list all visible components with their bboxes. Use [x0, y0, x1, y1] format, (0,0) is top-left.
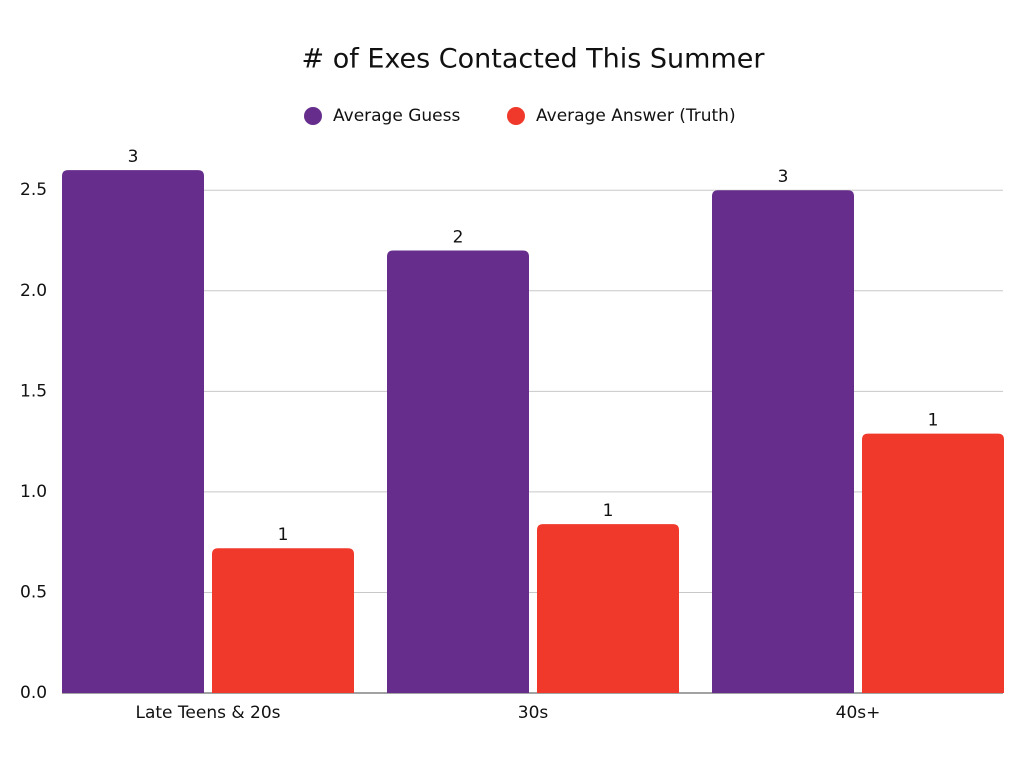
bar [62, 170, 204, 694]
bar [212, 548, 354, 693]
y-tick-label: 2.0 [20, 281, 47, 301]
legend-label: Average Answer (Truth) [536, 106, 736, 126]
x-tick-label: 40s+ [836, 703, 881, 723]
y-tick-label: 0.0 [20, 683, 47, 703]
value-label: 3 [128, 147, 139, 167]
legend-swatch [304, 107, 322, 125]
value-label: 3 [778, 167, 789, 187]
value-label: 2 [453, 228, 464, 248]
bar [712, 190, 854, 693]
x-tick-label: Late Teens & 20s [135, 703, 280, 723]
legend-swatch [507, 107, 525, 125]
value-label: 1 [928, 411, 939, 431]
value-label: 1 [603, 501, 614, 521]
chart-title: # of Exes Contacted This Summer [302, 44, 766, 75]
value-label: 1 [278, 525, 289, 545]
bar [862, 433, 1004, 693]
legend-label: Average Guess [333, 106, 460, 126]
bar [537, 524, 679, 693]
y-tick-label: 0.5 [20, 582, 47, 602]
y-tick-label: 1.0 [20, 482, 47, 502]
y-tick-label: 1.5 [20, 381, 47, 401]
y-tick-label: 2.5 [20, 180, 47, 200]
x-tick-label: 30s [518, 703, 549, 723]
bar [387, 250, 529, 694]
